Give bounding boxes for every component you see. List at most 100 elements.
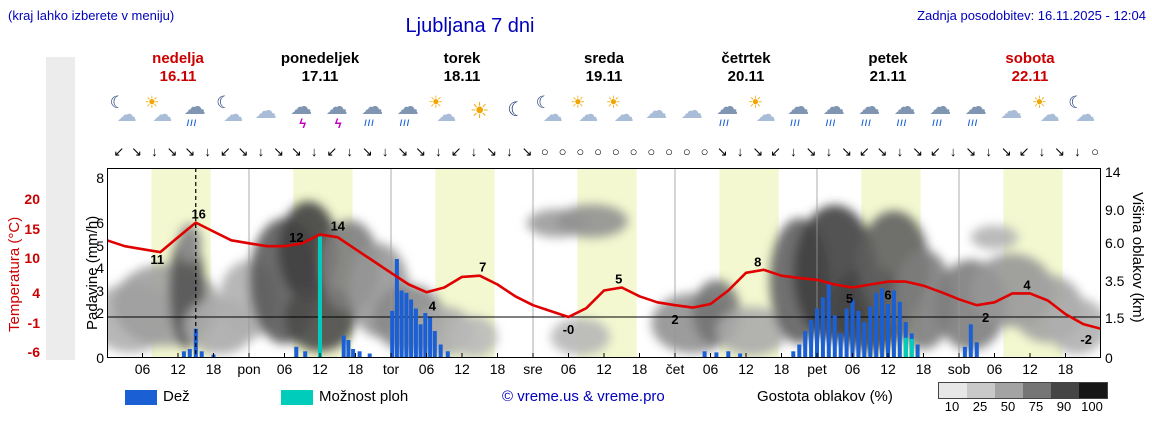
svg-text:-2: -2 <box>1080 332 1092 347</box>
icon-layer: ☁ <box>116 104 137 126</box>
credit-link[interactable]: © vreme.us & vreme.pro <box>502 388 665 405</box>
day-header: četrtek 20.11 <box>675 50 817 86</box>
last-update-timestamp: Zadnja posodobitev: 16.11.2025 - 12:04 <box>917 8 1146 23</box>
precip-tick: 8 <box>96 170 104 186</box>
icon-layer: ☀ <box>605 93 621 112</box>
thunder-icon: ☁ ϟ <box>320 96 356 136</box>
rain-icon: ☁/// <box>923 96 959 136</box>
moon-cloud-icon: ☾ ☁ <box>533 93 569 136</box>
calm-wind-icon: ○ <box>682 144 691 159</box>
wind-barb-icon: ↘ <box>415 144 427 159</box>
svg-text:2: 2 <box>671 312 678 327</box>
icon-layer: ☁ <box>1000 98 1023 123</box>
calm-wind-icon: ○ <box>647 144 656 159</box>
cloud-tick: 14 <box>1105 164 1121 180</box>
rain-icon: ☁/// <box>781 96 817 136</box>
wind-barb-icon: ↘ <box>361 144 373 159</box>
wind-barb-icon: ↘ <box>841 144 853 159</box>
svg-text:4: 4 <box>1023 277 1031 292</box>
icon-layer: ☁ <box>929 94 952 119</box>
icon-layer: ☀ <box>428 93 444 112</box>
icon-layer: /// <box>861 118 872 128</box>
temp-tick: 4 <box>32 285 40 302</box>
icon-layer: ϟ <box>299 116 307 131</box>
time-tick-label: pon <box>237 361 261 377</box>
day-date: 16.11 <box>159 68 197 85</box>
icon-layer: ☀ <box>469 98 490 123</box>
time-tick-label: 06 <box>844 361 861 377</box>
svg-text:14: 14 <box>331 218 346 233</box>
rain-icon: ☁/// <box>355 96 391 136</box>
cloud-scale-box <box>939 383 967 398</box>
rain-icon: ☁/// <box>178 96 214 136</box>
icon-layer: ☁ <box>290 94 313 119</box>
icon-layer: /// <box>719 118 730 128</box>
sun-cloud-icon: ☀ ☁ <box>1030 94 1066 136</box>
calm-wind-icon: ○ <box>540 144 549 159</box>
wind-barb-icon: ↘ <box>805 144 817 159</box>
day-name: petek <box>868 50 908 67</box>
temperature-scale-strip <box>46 57 75 360</box>
icon-layer: ☁ <box>716 94 739 119</box>
wind-barb-icon: ↓ <box>506 144 513 159</box>
wind-barb-icon: ↓ <box>896 144 904 159</box>
wind-barb-icon: ↘ <box>131 144 143 159</box>
calm-wind-icon: ○ <box>558 144 567 159</box>
icon-layer: ☁ <box>1039 104 1060 126</box>
temperature-line <box>107 221 1101 331</box>
svg-text:12: 12 <box>289 230 303 245</box>
day-date: 22.11 <box>1011 68 1049 85</box>
temperature-value-labels: 11 16 12 14 4 7 -0 5 2 8 5 6 2 4 -2 <box>150 207 1092 347</box>
calm-wind-icon: ○ <box>611 144 620 159</box>
temp-tick: 15 <box>24 220 40 237</box>
wind-barb-icon: ↓ <box>949 144 957 159</box>
icon-layer: ☁ <box>183 94 206 119</box>
day-date: 19.11 <box>585 68 623 85</box>
icon-layer: /// <box>967 118 979 128</box>
moon-cloud-icon: ☾ ☁ <box>213 94 249 136</box>
icon-layer: /// <box>825 118 837 128</box>
cloud-cover-layer <box>107 201 1101 358</box>
icon-layer: ☁ <box>613 104 634 126</box>
rain-icon: ☁/// <box>888 96 924 136</box>
wind-barb-icon: ↘ <box>716 144 728 159</box>
time-tick-label: 12 <box>596 361 612 377</box>
wind-barb-icon: ↘ <box>184 144 196 159</box>
cloud-tick: 1.5 <box>1105 310 1125 326</box>
icon-layer: ☁ <box>755 104 776 126</box>
wind-barb-icon: ↘ <box>290 144 302 159</box>
icon-layer: ☾ <box>1068 93 1084 112</box>
rain-icon: ☁/// <box>959 96 995 136</box>
wind-barb-icon: ↘ <box>486 144 498 159</box>
icon-layer: ☁ <box>396 94 419 119</box>
day-header: nedelja 16.11 <box>107 50 249 86</box>
plot-border <box>107 168 1101 358</box>
time-tick-label: 18 <box>773 361 790 377</box>
wind-barb-icon: ↓ <box>435 144 442 159</box>
icon-layer: /// <box>399 118 411 128</box>
time-tick-label: 12 <box>880 361 896 377</box>
wind-barb-icon: ↓ <box>985 144 992 159</box>
cloud-icon: ☁ <box>249 96 285 136</box>
icon-layer: ☾ <box>535 93 551 112</box>
precip-tick: 0 <box>96 350 104 366</box>
icon-layer: ☀ <box>570 93 586 112</box>
wind-barb-icon: ↓ <box>825 144 833 159</box>
wind-barb-icon: ↓ <box>381 144 389 159</box>
calm-wind-icon: ○ <box>665 144 673 159</box>
cloud-scale-box <box>1023 383 1051 398</box>
icon-layer: ☁ <box>578 104 599 126</box>
time-tick-label: 06 <box>702 361 719 377</box>
icon-layer: /// <box>364 118 375 128</box>
precip-tick: 5 <box>96 237 104 254</box>
icon-layer: ☁ <box>822 94 845 119</box>
wind-barb-icon: ↓ <box>1074 144 1081 159</box>
temp-tick: 20 <box>24 191 40 207</box>
cloud-icon: ☁ <box>675 96 711 136</box>
rain-icon: ☁/// <box>852 96 888 136</box>
wind-barb-icon: ↘ <box>752 144 764 159</box>
cloud-tick: 3.5 <box>1105 273 1125 289</box>
day-name: sobota <box>1005 50 1055 67</box>
cloud-tick: 0 <box>1105 350 1113 366</box>
